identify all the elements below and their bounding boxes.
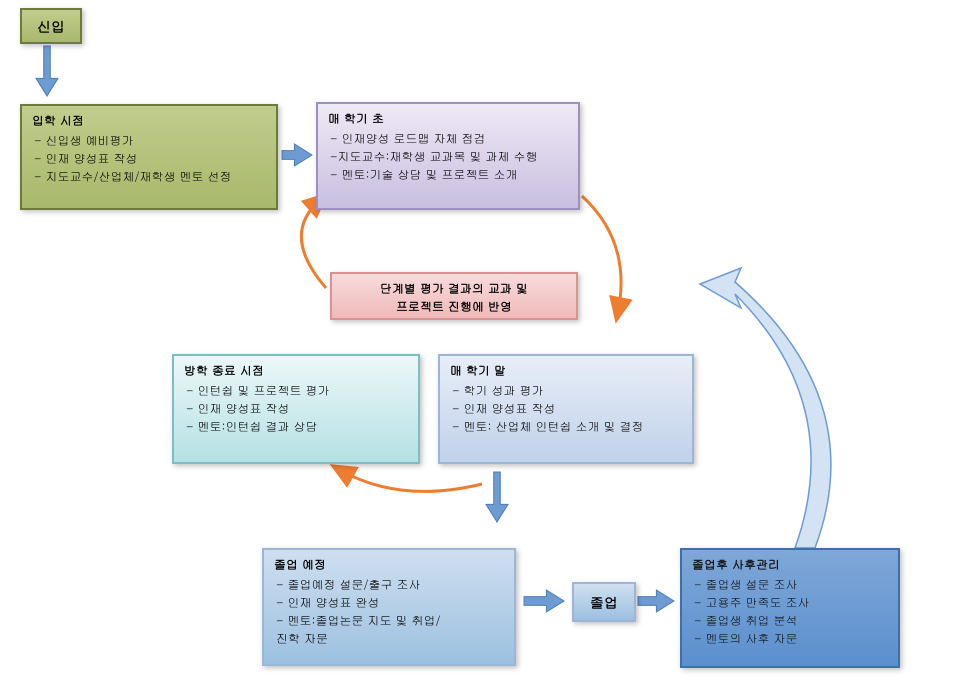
postgrad-title: 졸업후 사후관리 [692,556,888,574]
node-post-graduation: 졸업후 사후관리 - 졸업생 설문 조사 - 고용주 만족도 조사 - 졸업생 … [680,548,900,668]
freshman-text: 신입 [37,16,65,36]
vac-item: - 멘토:인턴쉽 결과 상담 [186,418,408,436]
postgrad-item: - 멘토의 사후 자문 [694,630,888,648]
node-semester-end: 매 학기 말 - 학기 성과 평가 - 인재 양성표 작성 - 멘토: 산업체 … [438,354,694,464]
grad-text: 졸업 [590,592,618,612]
node-semester-start: 매 학기 초 - 인재양성 로드맵 자체 점검 -지도교수:재학생 교과목 및 … [316,102,580,210]
admission-item: - 신입생 예비평가 [34,132,266,150]
node-admission: 입학 시점 - 신입생 예비평가 - 인재 양성표 작성 - 지도교수/산업체/… [20,104,278,210]
pregrad-item: - 멘토:졸업논문 지도 및 취업/ [276,612,504,630]
postgrad-item: - 졸업생 취업 분석 [694,612,888,630]
postgrad-item: - 고용주 만족도 조사 [694,594,888,612]
vac-item: - 인턴쉽 및 프로젝트 평가 [186,382,408,400]
vac-title: 방학 종료 시점 [184,362,408,380]
semstart-title: 매 학기 초 [328,110,568,128]
node-graduation-label: 졸업 [572,582,636,622]
semstart-item: - 인재양성 로드맵 자체 점검 [330,130,568,148]
pregrad-title: 졸업 예정 [274,556,504,574]
semend-item: - 인재 양성표 작성 [452,400,682,418]
node-feedback: 단계별 평가 결과의 교과 및프로젝트 진행에 반영 [330,272,578,320]
pregrad-item: 진학 자문 [276,630,504,648]
node-freshman-label: 신입 [20,8,82,44]
admission-title: 입학 시점 [32,112,266,130]
pregrad-item: - 졸업예정 설문/출구 조사 [276,576,504,594]
pregrad-item: - 인재 양성표 완성 [276,594,504,612]
admission-item: - 인재 양성표 작성 [34,150,266,168]
node-vacation-end: 방학 종료 시점 - 인턴쉽 및 프로젝트 평가 - 인재 양성표 작성 - 멘… [172,354,420,464]
semstart-item: -지도교수:재학생 교과목 및 과제 수행 [330,148,568,166]
admission-item: - 지도교수/산업체/재학생 멘토 선정 [34,168,266,186]
semend-title: 매 학기 말 [450,362,682,380]
postgrad-item: - 졸업생 설문 조사 [694,576,888,594]
semend-item: - 멘토: 산업체 인턴쉽 소개 및 결정 [452,418,682,436]
semstart-item: - 멘토:기술 상담 및 프로젝트 소개 [330,166,568,184]
vac-item: - 인재 양성표 작성 [186,400,408,418]
semend-item: - 학기 성과 평가 [452,382,682,400]
node-pre-graduation: 졸업 예정 - 졸업예정 설문/출구 조사 - 인재 양성표 완성 - 멘토:졸… [262,548,516,666]
feedback-line: 단계별 평가 결과의 교과 및프로젝트 진행에 반영 [342,280,566,316]
